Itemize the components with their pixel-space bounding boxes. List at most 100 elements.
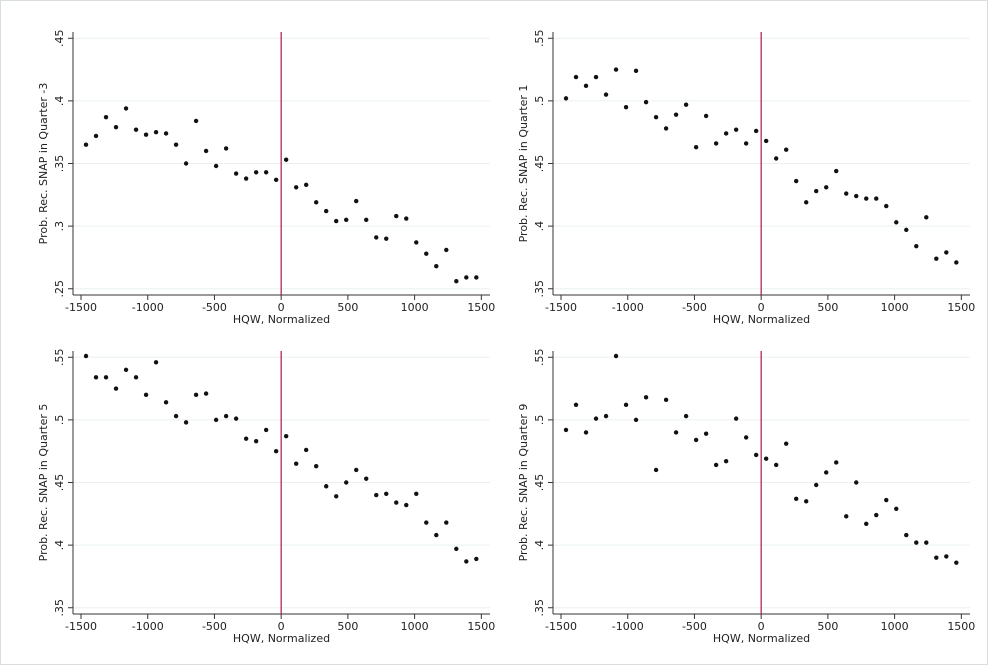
x-tick-label: 1500 [467, 301, 495, 314]
point [743, 435, 749, 440]
point [733, 127, 739, 132]
point [263, 170, 269, 175]
point [364, 476, 369, 481]
y-tick-label: .25 [53, 280, 66, 298]
x-tick-label: -1500 [65, 620, 97, 633]
point [143, 132, 149, 137]
point [643, 395, 649, 400]
point [793, 178, 799, 184]
point [603, 413, 609, 419]
y-tick-label: .4 [533, 540, 546, 551]
point [653, 114, 659, 120]
point [354, 198, 359, 204]
panel: .35 .4 .45 .5 .55 -1500 -1000 -500 0 500 1000 1500 H… [517, 349, 975, 645]
point [954, 260, 959, 265]
x-tick-label: 500 [337, 620, 358, 633]
point [384, 236, 389, 241]
point [193, 392, 199, 398]
point [434, 532, 439, 538]
point [824, 185, 829, 190]
x-axis-title: HQW, Normalized [713, 632, 810, 645]
point [864, 521, 869, 527]
point [623, 402, 629, 408]
point [374, 235, 379, 240]
x-tick-label: -1000 [132, 301, 164, 314]
point [364, 217, 369, 223]
x-tick-label: 500 [817, 620, 838, 633]
point [814, 188, 819, 194]
y-tick-label: .35 [533, 599, 546, 617]
point [583, 83, 589, 89]
x-tick-label: -1500 [65, 301, 97, 314]
x-tick-label: -500 [682, 620, 707, 633]
point [814, 482, 819, 488]
point [914, 540, 919, 545]
point [583, 430, 589, 435]
point [233, 416, 239, 421]
point [753, 452, 759, 458]
point [914, 243, 919, 249]
point [93, 133, 99, 139]
y-tick-label: .55 [533, 30, 546, 48]
point [713, 141, 719, 146]
point [894, 506, 899, 511]
point [733, 416, 739, 421]
point [113, 386, 119, 391]
point [344, 217, 349, 223]
y-axis-title: Prob. Rec. SNAP in Quarter -3 [37, 83, 50, 245]
point [434, 263, 439, 269]
point [203, 391, 209, 396]
x-tick-label: -500 [202, 301, 227, 314]
point [723, 459, 729, 464]
point [683, 102, 689, 107]
point [904, 532, 909, 538]
y-axis-title: Prob. Rec. SNAP in Quarter 9 [517, 404, 530, 562]
point [944, 250, 949, 255]
y-tick-label: .45 [53, 30, 66, 48]
point [773, 462, 779, 468]
point [153, 360, 159, 365]
point [753, 128, 759, 134]
point [834, 168, 839, 174]
point [334, 494, 339, 499]
point [424, 520, 429, 525]
point [83, 142, 89, 147]
point [414, 240, 419, 245]
point [783, 441, 789, 446]
y-tick-label: .35 [53, 155, 66, 173]
point [884, 203, 889, 209]
point [934, 555, 939, 560]
point [303, 182, 309, 187]
point [444, 247, 449, 253]
point [623, 104, 629, 110]
point [603, 92, 609, 97]
point [213, 163, 219, 169]
point [253, 170, 259, 175]
point [613, 353, 619, 359]
point [203, 148, 209, 154]
point [793, 496, 799, 501]
x-tick-label: 1500 [947, 620, 975, 633]
point [954, 560, 959, 565]
point [273, 177, 279, 182]
point [474, 556, 479, 562]
point [593, 74, 599, 80]
point [894, 220, 899, 225]
point [243, 176, 249, 181]
point [283, 433, 289, 439]
point [713, 462, 719, 468]
point [703, 431, 709, 436]
point [663, 126, 669, 131]
point [143, 392, 149, 398]
point [693, 437, 699, 443]
point [183, 161, 189, 166]
y-tick-label: .4 [533, 221, 546, 232]
x-tick-label: 1000 [881, 301, 909, 314]
point [173, 142, 179, 147]
point [874, 512, 879, 518]
x-tick-label: 1500 [467, 620, 495, 633]
point [394, 500, 399, 505]
x-tick-label: 0 [278, 620, 285, 633]
x-tick-label: -1500 [545, 620, 577, 633]
